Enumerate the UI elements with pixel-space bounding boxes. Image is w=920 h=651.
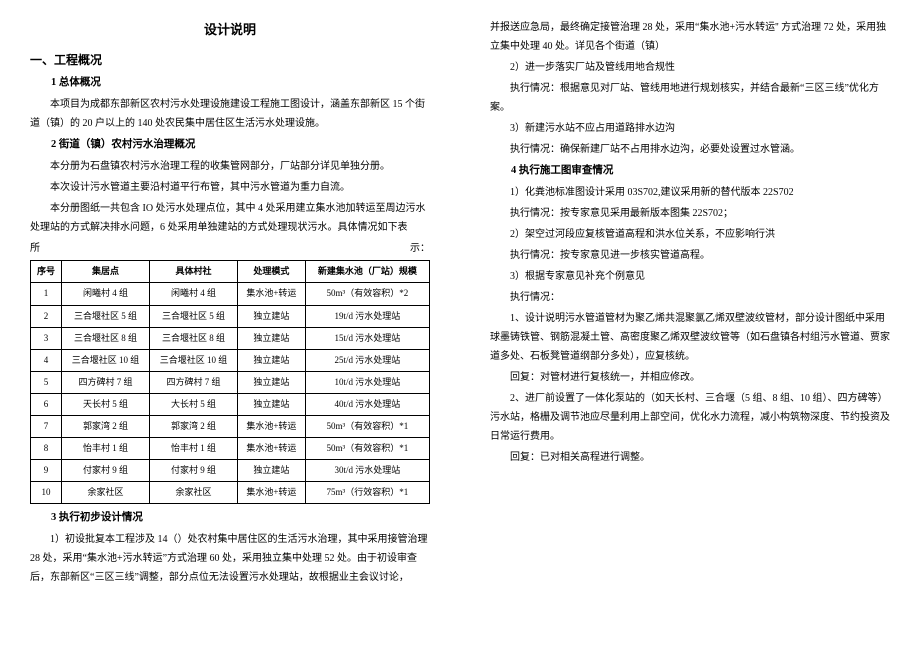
table-cell: 50m³（有效容积）*1 <box>305 416 429 438</box>
table-cell: 集水池+转运 <box>237 482 305 504</box>
th-2: 具体村社 <box>149 261 237 283</box>
left-column: 设计说明 一、工程概况 1 总体概况 本项目为成都东部新区农村污水处理设施建设工… <box>0 0 460 651</box>
table-row: 10余家社区余家社区集水池+转运75m³（行效容积）*1 <box>31 482 430 504</box>
table-cell: 余家社区 <box>62 482 150 504</box>
th-0: 序号 <box>31 261 62 283</box>
table-cell: 三合堰社区 5 组 <box>62 305 150 327</box>
sec1-title: 1 总体概况 <box>30 73 430 93</box>
table-row: 6天长村 5 组大长村 5 组独立建站40t/d 污水处理站 <box>31 393 430 415</box>
table-row: 3三合堰社区 8 组三合堰社区 8 组独立建站15t/d 污水处理站 <box>31 327 430 349</box>
table-caption-left: 所 <box>30 239 40 258</box>
item-2-exec: 执行情况：根据意见对厂站、管线用地进行规划核实，并结合最新“三区三线”优化方案。 <box>490 79 890 117</box>
table-cell: 独立建站 <box>237 460 305 482</box>
table-cell: 8 <box>31 438 62 460</box>
table-cell: 19t/d 污水处理站 <box>305 305 429 327</box>
item-4-3b: 2、进厂前设置了一体化泵站的（如天长村、三合堰（5 组、8 组、10 组）、四方… <box>490 389 890 446</box>
item-4-3: 3）根据专家意见补充个例意见 <box>490 267 890 286</box>
table-cell: 怡丰村 1 组 <box>149 438 237 460</box>
item-3-title: 3）新建污水站不应占用道路排水边沟 <box>490 119 890 138</box>
table-row: 8怡丰村 1 组怡丰村 1 组集水池+转运50m³（有效容积）*1 <box>31 438 430 460</box>
table-cell: 三合堰社区 8 组 <box>149 327 237 349</box>
table-cell: 闲曦村 4 组 <box>62 283 150 305</box>
section-1-heading: 一、工程概况 <box>30 49 430 72</box>
sec1-p1: 本项目为成都东部新区农村污水处理设施建设工程施工图设计，涵盖东部新区 15 个街… <box>30 95 430 133</box>
table-cell: 三合堰社区 8 组 <box>62 327 150 349</box>
table-row: 4三合堰社区 10 组三合堰社区 10 组独立建站25t/d 污水处理站 <box>31 349 430 371</box>
item-4-2-exec: 执行情况：按专家意见进一步核实管道高程。 <box>490 246 890 265</box>
sec2-p1: 本分册为石盘镇农村污水治理工程的收集管网部分，厂站部分详见单独分册。 <box>30 157 430 176</box>
table-cell: 付家村 9 组 <box>62 460 150 482</box>
sec2-p3: 本分册图纸一共包含 IO 处污水处理点位，其中 4 处采用建立集水池加转运至周边… <box>30 199 430 237</box>
sec2-p2: 本次设计污水管道主要沿村道平行布管，其中污水管道为重力自流。 <box>30 178 430 197</box>
item-4-2: 2）架空过河段应复核管道高程和洪水位关系，不应影响行洪 <box>490 225 890 244</box>
table-row: 2三合堰社区 5 组三合堰社区 5 组独立建站19t/d 污水处理站 <box>31 305 430 327</box>
table-cell: 15t/d 污水处理站 <box>305 327 429 349</box>
right-p0: 并报送应急局，最终确定接管治理 28 处，采用“集水池+污水转运'' 方式治理 … <box>490 18 890 56</box>
table-cell: 4 <box>31 349 62 371</box>
item-2-title: 2）进一步落实厂站及管线用地合规性 <box>490 58 890 77</box>
table-cell: 集水池+转运 <box>237 416 305 438</box>
table-cell: 大长村 5 组 <box>149 393 237 415</box>
table-row: 9付家村 9 组付家村 9 组独立建站30t/d 污水处理站 <box>31 460 430 482</box>
table-cell: 10t/d 污水处理站 <box>305 371 429 393</box>
sec3-title: 3 执行初步设计情况 <box>30 508 430 528</box>
table-cell: 25t/d 污水处理站 <box>305 349 429 371</box>
item-4-3b-reply: 回复：已对相关高程进行调整。 <box>490 448 890 467</box>
table-cell: 四方碑村 7 组 <box>62 371 150 393</box>
table-cell: 三合堰社区 10 组 <box>149 349 237 371</box>
table-cell: 闲曦村 4 组 <box>149 283 237 305</box>
table-cell: 郭家湾 2 组 <box>62 416 150 438</box>
table-cell: 7 <box>31 416 62 438</box>
table-cell: 三合堰社区 10 组 <box>62 349 150 371</box>
right-column: 并报送应急局，最终确定接管治理 28 处，采用“集水池+污水转运'' 方式治理 … <box>460 0 920 651</box>
table-cell: 余家社区 <box>149 482 237 504</box>
table-cell: 40t/d 污水处理站 <box>305 393 429 415</box>
table-cell: 集水池+转运 <box>237 438 305 460</box>
th-3: 处理模式 <box>237 261 305 283</box>
table-cell: 郭家湾 2 组 <box>149 416 237 438</box>
sec4-title: 4 执行施工图审查情况 <box>490 161 890 181</box>
table-cell: 怡丰村 1 组 <box>62 438 150 460</box>
item-4-3a: 1、设计说明污水管道管材为聚乙烯共混聚氯乙烯双壁波纹管材，部分设计图纸中采用球墨… <box>490 309 890 366</box>
table-row: 5四方碑村 7 组四方碑村 7 组独立建站10t/d 污水处理站 <box>31 371 430 393</box>
doc-title: 设计说明 <box>30 18 430 43</box>
table-row: 7郭家湾 2 组郭家湾 2 组集水池+转运50m³（有效容积）*1 <box>31 416 430 438</box>
table-cell: 3 <box>31 327 62 349</box>
item-3-exec: 执行情况：确保新建厂站不占用排水边沟，必要处设置过水管涵。 <box>490 140 890 159</box>
item-4-3a-reply: 回复：对管材进行复核统一，并相应修改。 <box>490 368 890 387</box>
item-4-1-exec: 执行情况：按专家意见采用最新版本图集 22S702； <box>490 204 890 223</box>
table-cell: 天长村 5 组 <box>62 393 150 415</box>
table-cell: 9 <box>31 460 62 482</box>
facilities-table: 序号 集居点 具体村社 处理模式 新建集水池（厂站）规模 1闲曦村 4 组闲曦村… <box>30 260 430 504</box>
table-cell: 独立建站 <box>237 305 305 327</box>
table-row: 1闲曦村 4 组闲曦村 4 组集水池+转运50m³（有效容积）*2 <box>31 283 430 305</box>
table-cell: 独立建站 <box>237 371 305 393</box>
th-4: 新建集水池（厂站）规模 <box>305 261 429 283</box>
item-4-3-exec-header: 执行情况： <box>490 288 890 307</box>
table-cell: 独立建站 <box>237 327 305 349</box>
table-cell: 付家村 9 组 <box>149 460 237 482</box>
table-cell: 10 <box>31 482 62 504</box>
th-1: 集居点 <box>62 261 150 283</box>
table-cell: 独立建站 <box>237 393 305 415</box>
item-4-1: 1）化粪池标准图设计采用 03S702,建议采用新的替代版本 22S702 <box>490 183 890 202</box>
table-caption: 所 示： <box>30 239 430 258</box>
sec3-p1: 1）初设批复本工程涉及 14（）处农村集中居住区的生活污水治理，其中采用接管治理… <box>30 530 430 587</box>
table-cell: 2 <box>31 305 62 327</box>
table-caption-right: 示： <box>410 239 430 258</box>
table-cell: 50m³（有效容积）*1 <box>305 438 429 460</box>
table-cell: 30t/d 污水处理站 <box>305 460 429 482</box>
table-cell: 集水池+转运 <box>237 283 305 305</box>
table-cell: 5 <box>31 371 62 393</box>
sec2-title: 2 街道（镇）农村污水治理概况 <box>30 135 430 155</box>
table-cell: 1 <box>31 283 62 305</box>
table-cell: 独立建站 <box>237 349 305 371</box>
table-cell: 6 <box>31 393 62 415</box>
table-cell: 50m³（有效容积）*2 <box>305 283 429 305</box>
table-cell: 75m³（行效容积）*1 <box>305 482 429 504</box>
table-cell: 三合堰社区 5 组 <box>149 305 237 327</box>
table-header-row: 序号 集居点 具体村社 处理模式 新建集水池（厂站）规模 <box>31 261 430 283</box>
table-cell: 四方碑村 7 组 <box>149 371 237 393</box>
